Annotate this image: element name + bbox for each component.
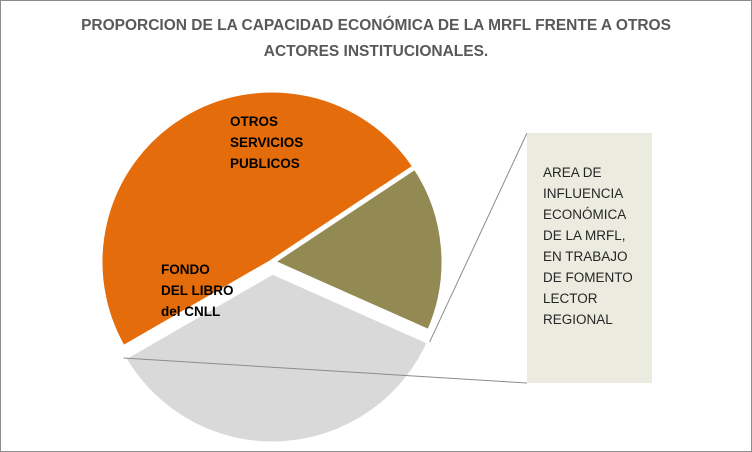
callout-line: DE FOMENTO bbox=[543, 270, 633, 285]
slice-label: DEL LIBRO bbox=[161, 283, 234, 298]
callout-line: DE LA MRFL, bbox=[543, 228, 626, 243]
callout-box bbox=[527, 133, 652, 383]
callout-text: AREA DE INFLUENCIA ECONÓMICA DE LA MRFL,… bbox=[543, 162, 643, 330]
slice-label: OTROS bbox=[230, 114, 278, 129]
callout-line: INFLUENCIA bbox=[543, 186, 624, 201]
pie-slice bbox=[269, 164, 447, 335]
callout-connector bbox=[429, 132, 528, 343]
pie-slice bbox=[121, 269, 433, 447]
pie-slice bbox=[97, 87, 418, 351]
slice-label: PUBLICOS bbox=[230, 156, 300, 171]
chart-title: PROPORCION DE LA CAPACIDAD ECONÓMICA DE … bbox=[81, 17, 671, 60]
callout-line: REGIONAL bbox=[543, 312, 613, 327]
slice-label: SERVICIOS bbox=[230, 135, 303, 150]
slice-label: FONDO bbox=[161, 262, 210, 277]
callout-line: AREA DE bbox=[543, 165, 602, 180]
callout-line: LECTOR bbox=[543, 291, 598, 306]
callout-line: EN TRABAJO bbox=[543, 249, 628, 264]
callout-line: ECONÓMICA bbox=[543, 207, 627, 222]
callout-connector bbox=[123, 357, 528, 384]
slice-label: del CNLL bbox=[161, 304, 220, 319]
